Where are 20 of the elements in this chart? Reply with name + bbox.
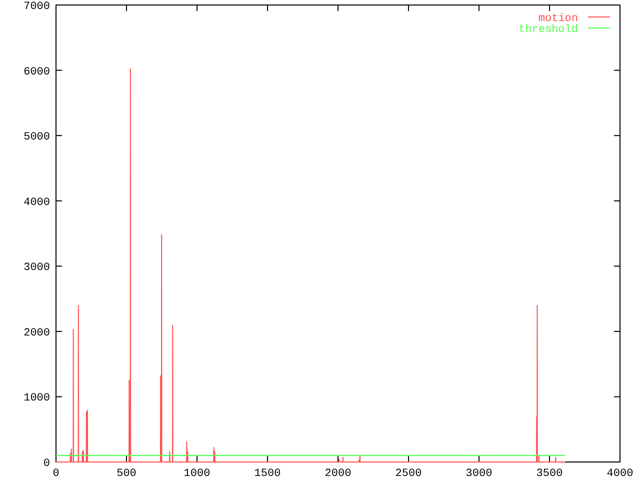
y-tick-label: 3000	[24, 262, 50, 274]
x-tick-label: 2000	[324, 468, 352, 480]
y-tick-label: 7000	[24, 1, 50, 13]
x-tick-label: 1000	[184, 468, 210, 480]
y-tick-label: 1000	[24, 392, 50, 405]
y-tick-label: 5000	[24, 132, 50, 144]
x-tick-label: 3000	[466, 468, 492, 480]
x-tick-label: 2500	[395, 468, 422, 480]
x-tick-label: 0	[52, 468, 60, 480]
legend-label: threshold	[518, 24, 578, 36]
x-tick-label: 4000	[606, 468, 634, 480]
y-tick-label: 6000	[24, 66, 50, 78]
line-series	[56, 68, 566, 462]
y-tick-label: 2000	[24, 327, 50, 340]
y-tick-label: 4000	[24, 196, 50, 209]
legend-label: motion	[538, 13, 578, 25]
x-tick-label: 1500	[254, 468, 281, 480]
y-tick-label: 0	[43, 458, 50, 470]
x-tick-label: 3500	[536, 468, 563, 480]
x-tick-label: 500	[116, 468, 136, 480]
